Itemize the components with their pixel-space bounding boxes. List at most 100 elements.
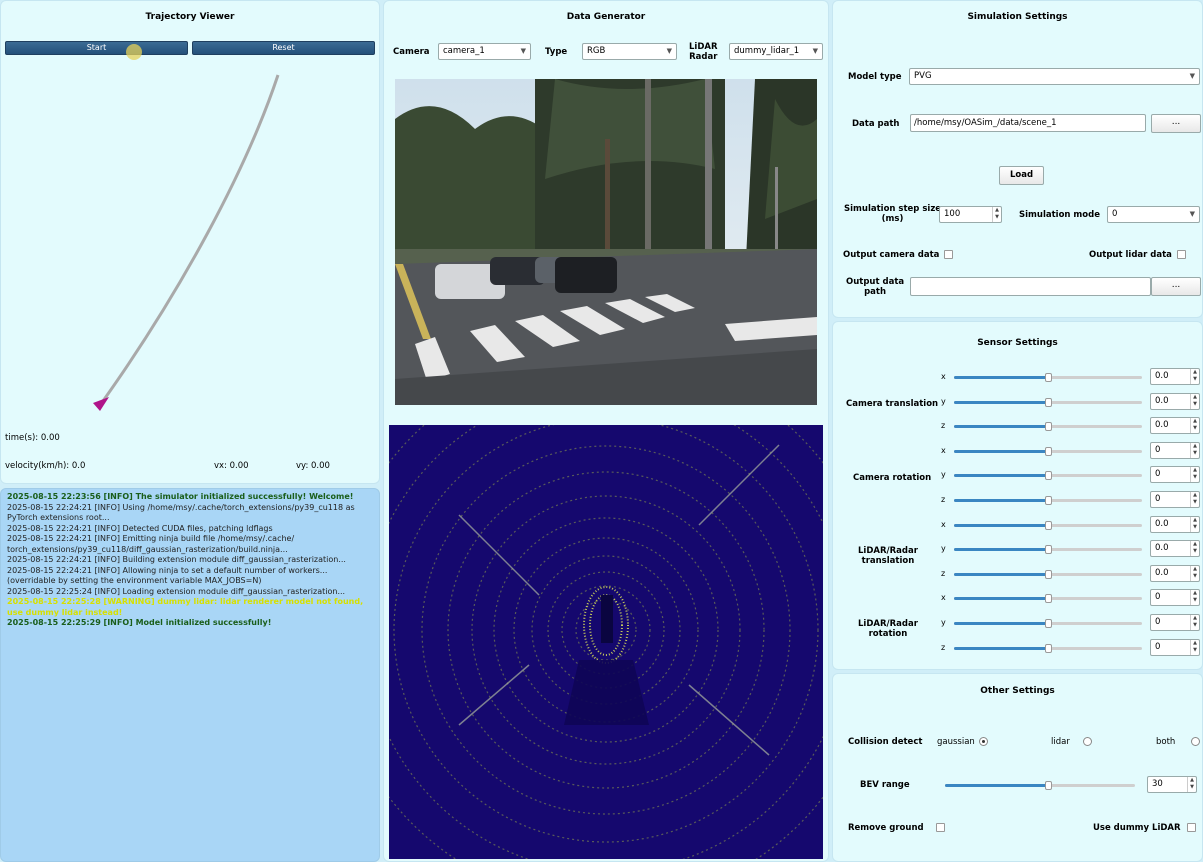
output-lidar-label: Output lidar data xyxy=(1089,250,1172,260)
sensor-slider-handle[interactable] xyxy=(1045,471,1052,480)
simulation-mode-value: 0 xyxy=(1112,209,1118,219)
spin-arrows-icon[interactable]: ▲ ▼ xyxy=(1190,590,1199,605)
lidar-translation-line2: translation xyxy=(861,556,915,566)
log-output[interactable]: 2025-08-15 22:23:56 [INFO] The simulator… xyxy=(1,489,379,861)
spin-arrows-icon[interactable]: ▲ ▼ xyxy=(1190,467,1199,482)
spin-arrows-icon[interactable]: ▲ ▼ xyxy=(1190,418,1199,433)
sensor-spinbox[interactable]: 0 ▲ ▼ xyxy=(1150,614,1200,631)
sensor-slider-handle[interactable] xyxy=(1045,373,1052,382)
load-button[interactable]: Load xyxy=(999,166,1044,185)
chevron-down-icon: ▼ xyxy=(1189,210,1195,218)
log-line: 2025-08-15 22:25:29 [INFO] Model initial… xyxy=(7,618,272,627)
bev-range-slider-handle[interactable] xyxy=(1045,781,1052,790)
camera-rotation-label: Camera rotation xyxy=(853,473,932,483)
bev-range-spinbox[interactable]: 30 ▲ ▼ xyxy=(1147,776,1197,793)
sensor-spinbox[interactable]: 0.0 ▲ ▼ xyxy=(1150,516,1200,533)
spin-arrows-icon[interactable]: ▲ ▼ xyxy=(1190,443,1199,458)
velocity-readout: velocity(km/h): 0.0 xyxy=(5,461,86,471)
spin-arrows-icon[interactable]: ▲ ▼ xyxy=(1187,777,1196,792)
sensor-slider[interactable] xyxy=(954,398,1142,407)
sensor-value: 0.0 xyxy=(1155,396,1169,406)
sensor-slider-handle[interactable] xyxy=(1045,619,1052,628)
sensor-slider[interactable] xyxy=(954,570,1142,579)
output-path-input[interactable] xyxy=(910,277,1151,296)
trajectory-canvas[interactable] xyxy=(1,61,381,426)
sensor-slider-handle[interactable] xyxy=(1045,398,1052,407)
sensor-slider-fill xyxy=(954,524,1049,527)
radio-both[interactable] xyxy=(1191,737,1200,746)
bev-range-slider[interactable] xyxy=(945,781,1135,790)
camera-select[interactable]: camera_1 ▼ xyxy=(438,43,531,60)
sensor-settings-panel: Sensor Settings Camera translation Camer… xyxy=(832,321,1203,670)
sensor-spinbox[interactable]: 0.0 ▲ ▼ xyxy=(1150,417,1200,434)
data-path-input[interactable]: /home/msy/OASim_/data/scene_1 xyxy=(910,114,1146,132)
sensor-slider[interactable] xyxy=(954,644,1142,653)
sensor-spinbox[interactable]: 0.0 ▲ ▼ xyxy=(1150,540,1200,557)
sensor-spinbox[interactable]: 0.0 ▲ ▼ xyxy=(1150,393,1200,410)
sensor-axis-label: z xyxy=(941,643,946,652)
use-dummy-lidar-checkbox[interactable] xyxy=(1187,823,1196,832)
collision-detect-label: Collision detect xyxy=(848,737,923,747)
sensor-slider-handle[interactable] xyxy=(1045,496,1052,505)
sensor-slider[interactable] xyxy=(954,373,1142,382)
sensor-slider[interactable] xyxy=(954,422,1142,431)
sensor-slider[interactable] xyxy=(954,471,1142,480)
sensor-slider-handle[interactable] xyxy=(1045,644,1052,653)
spin-arrows-icon[interactable]: ▲ ▼ xyxy=(1190,541,1199,556)
spin-arrows-icon[interactable]: ▲ ▼ xyxy=(1190,394,1199,409)
sensor-spinbox[interactable]: 0 ▲ ▼ xyxy=(1150,466,1200,483)
step-size-label: Simulation step size (ms) xyxy=(844,204,941,224)
simulation-settings-title: Simulation Settings xyxy=(967,12,1068,22)
remove-ground-checkbox[interactable] xyxy=(936,823,945,832)
sensor-spinbox[interactable]: 0 ▲ ▼ xyxy=(1150,639,1200,656)
radio-lidar[interactable] xyxy=(1083,737,1092,746)
step-size-label-line2: (ms) xyxy=(881,214,904,224)
sensor-slider-handle[interactable] xyxy=(1045,422,1052,431)
spin-arrows-icon[interactable]: ▲ ▼ xyxy=(992,207,1001,222)
sensor-slider-handle[interactable] xyxy=(1045,594,1052,603)
sensor-slider-fill xyxy=(954,647,1049,650)
spin-arrows-icon[interactable]: ▲ ▼ xyxy=(1190,615,1199,630)
model-type-select[interactable]: PVG ▼ xyxy=(909,68,1200,85)
sensor-spinbox[interactable]: 0 ▲ ▼ xyxy=(1150,589,1200,606)
output-path-browse-button[interactable]: ... xyxy=(1151,277,1201,296)
sensor-slider[interactable] xyxy=(954,545,1142,554)
simulation-mode-select[interactable]: 0 ▼ xyxy=(1107,206,1200,223)
log-line: 2025-08-15 22:24:21 [INFO] Detected CUDA… xyxy=(7,523,273,533)
output-camera-checkbox[interactable] xyxy=(944,250,953,259)
sensor-slider-handle[interactable] xyxy=(1045,447,1052,456)
type-select[interactable]: RGB ▼ xyxy=(582,43,677,60)
spin-arrows-icon[interactable]: ▲ ▼ xyxy=(1190,640,1199,655)
sensor-spinbox[interactable]: 0 ▲ ▼ xyxy=(1150,442,1200,459)
spin-arrows-icon[interactable]: ▲ ▼ xyxy=(1190,566,1199,581)
sensor-spinbox[interactable]: 0 ▲ ▼ xyxy=(1150,491,1200,508)
spin-arrows-icon[interactable]: ▲ ▼ xyxy=(1190,517,1199,532)
reset-button[interactable]: Reset xyxy=(192,41,375,55)
sensor-slider[interactable] xyxy=(954,619,1142,628)
sensor-axis-label: y xyxy=(941,397,946,406)
sensor-slider[interactable] xyxy=(954,594,1142,603)
step-size-spinbox[interactable]: 100 ▲ ▼ xyxy=(939,206,1002,223)
vy-readout: vy: 0.00 xyxy=(296,461,330,471)
sensor-slider-handle[interactable] xyxy=(1045,570,1052,579)
sensor-value: 0.0 xyxy=(1155,371,1169,381)
sensor-slider[interactable] xyxy=(954,496,1142,505)
sensor-slider-handle[interactable] xyxy=(1045,521,1052,530)
sensor-slider-fill xyxy=(954,474,1049,477)
sensor-spinbox[interactable]: 0.0 ▲ ▼ xyxy=(1150,368,1200,385)
output-lidar-checkbox[interactable] xyxy=(1177,250,1186,259)
camera-translation-label: Camera translation xyxy=(846,399,939,409)
sensor-slider-handle[interactable] xyxy=(1045,545,1052,554)
sensor-spinbox[interactable]: 0.0 ▲ ▼ xyxy=(1150,565,1200,582)
lidar-select[interactable]: dummy_lidar_1 ▼ xyxy=(729,43,823,60)
sensor-slider[interactable] xyxy=(954,521,1142,530)
data-path-browse-button[interactable]: ... xyxy=(1151,114,1201,133)
bev-range-value: 30 xyxy=(1152,779,1163,789)
start-button[interactable]: Start xyxy=(5,41,188,55)
spin-arrows-icon[interactable]: ▲ ▼ xyxy=(1190,369,1199,384)
sensor-slider[interactable] xyxy=(954,447,1142,456)
radio-gaussian[interactable] xyxy=(979,737,988,746)
output-path-label: Output data path xyxy=(846,277,904,297)
spin-arrows-icon[interactable]: ▲ ▼ xyxy=(1190,492,1199,507)
log-line: 2025-08-15 22:24:21 [INFO] Using /home/m… xyxy=(7,502,355,523)
